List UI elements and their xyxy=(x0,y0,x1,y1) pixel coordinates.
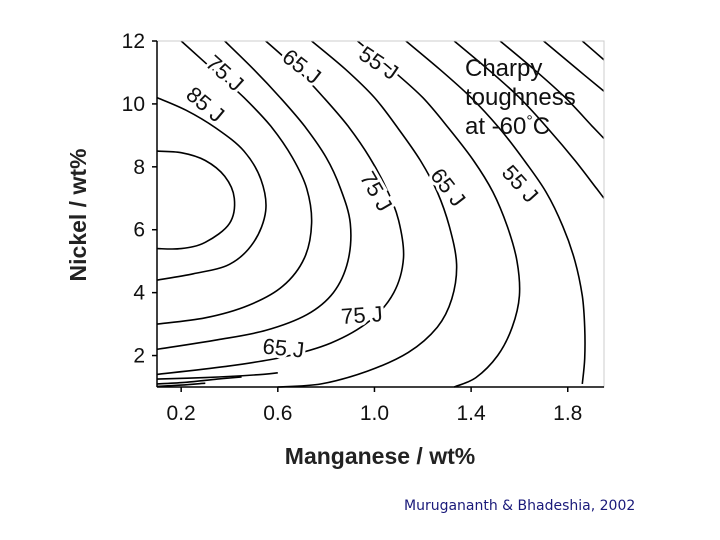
contour-line-75J xyxy=(156,40,313,325)
y-tick-label: 8 xyxy=(133,156,145,179)
contour-label: 65 J xyxy=(261,333,305,362)
y-tick-label: 12 xyxy=(122,30,145,53)
contour-line-30J xyxy=(581,40,605,61)
y-tick-label: 10 xyxy=(122,93,145,116)
y-tick-label: 6 xyxy=(133,219,145,242)
y-tick-label: 4 xyxy=(133,282,145,305)
legend-line-toughness: toughness xyxy=(465,84,576,111)
contour-line-60J xyxy=(277,40,458,388)
x-tick-label: 1.8 xyxy=(553,402,582,425)
contour-line-65J xyxy=(156,40,405,376)
legend-line-charpy: Charpy xyxy=(465,55,542,82)
legend-line-temperature: at -60°C xyxy=(465,113,550,140)
contour-line-50J xyxy=(405,40,586,384)
contour-line-60J xyxy=(156,372,278,380)
contour-label: 75 J xyxy=(340,301,383,329)
x-tick-label: 1.0 xyxy=(360,402,389,425)
contour-line-40J xyxy=(499,40,605,140)
contour-line-35J xyxy=(543,40,605,92)
contour-line-80J xyxy=(156,96,267,281)
citation: Murugananth & Bhadeshia, 2002 xyxy=(404,498,636,514)
x-tick-label: 0.2 xyxy=(167,402,196,425)
contour-line-50J xyxy=(156,382,206,388)
contour-line-70J xyxy=(156,40,352,351)
y-axis-label: Nickel / wt% xyxy=(65,149,91,282)
plot-area xyxy=(157,41,604,387)
contour-line-55J xyxy=(356,40,521,388)
contour-line-45J xyxy=(453,40,605,199)
x-axis-label: Manganese / wt% xyxy=(285,443,475,469)
x-tick-label: 0.6 xyxy=(263,402,292,425)
y-tick-label: 2 xyxy=(133,345,145,368)
contour-line-85J xyxy=(156,150,236,250)
x-tick-label: 1.4 xyxy=(457,402,487,425)
contour-line-55J xyxy=(156,376,242,385)
